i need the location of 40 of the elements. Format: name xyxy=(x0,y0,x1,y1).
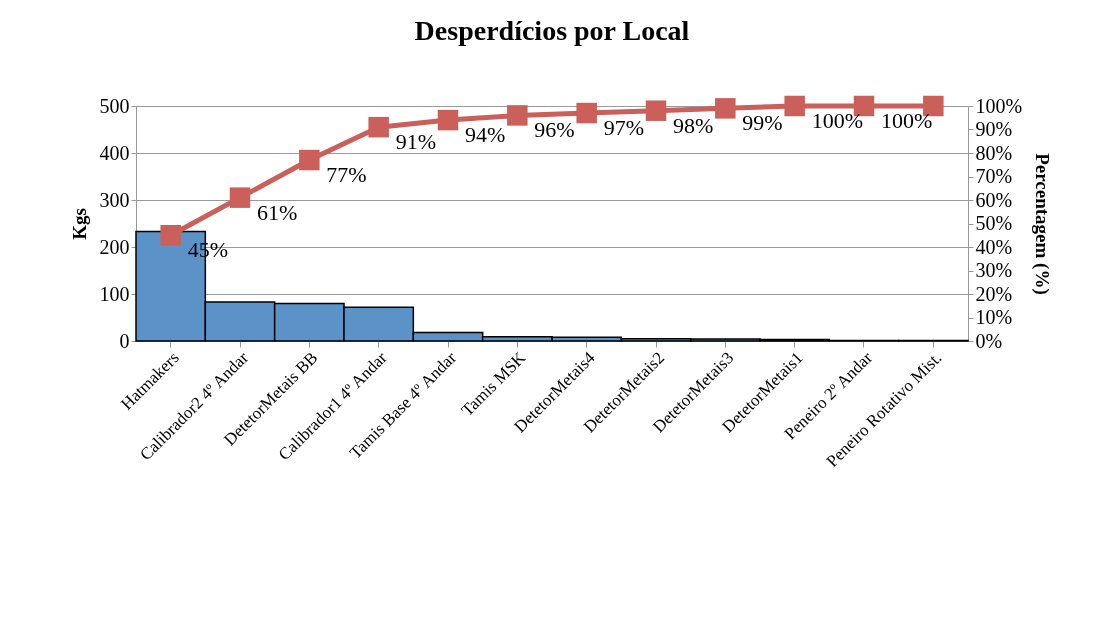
y2-axis-title: Percentagem (%) xyxy=(1031,153,1054,295)
y-tick-label: 200 xyxy=(99,235,130,258)
data-label: 94% xyxy=(465,122,506,148)
y-tick-label: 100 xyxy=(99,282,130,305)
data-label: 100% xyxy=(811,108,863,133)
y2-tick-label: 30% xyxy=(975,259,1013,281)
data-label: 77% xyxy=(326,162,367,188)
data-label: 97% xyxy=(603,115,644,141)
point xyxy=(576,102,597,124)
data-label: 91% xyxy=(395,129,436,155)
y2-tick-label: 90% xyxy=(975,118,1013,140)
data-label: 96% xyxy=(534,117,575,143)
y-tick-label: 400 xyxy=(99,141,130,164)
y2-tick-label: 60% xyxy=(975,188,1013,211)
point xyxy=(507,105,528,126)
y2-tick-label: 0% xyxy=(975,329,1003,352)
y-tick-label: 0 xyxy=(119,329,130,352)
y2-tick-label: 50% xyxy=(975,212,1013,234)
y-tick-label: 300 xyxy=(99,188,130,211)
y2-tick-label: 20% xyxy=(975,282,1013,305)
point xyxy=(645,100,667,121)
y2-tick-label: 100% xyxy=(975,94,1023,117)
chart-title: Desperdícios por Local xyxy=(414,14,690,46)
data-label: 100% xyxy=(881,108,933,133)
point xyxy=(784,95,805,117)
data-label: 98% xyxy=(673,112,714,138)
y-tick-label: 500 xyxy=(99,94,130,117)
data-label: 61% xyxy=(257,199,298,225)
point xyxy=(368,116,389,138)
y2-tick-label: 10% xyxy=(975,306,1013,328)
y2-tick-label: 80% xyxy=(975,141,1013,164)
point xyxy=(299,149,320,171)
data-label: 99% xyxy=(742,110,783,136)
point xyxy=(160,225,181,246)
point xyxy=(715,98,736,119)
y-axis-title: Kgs xyxy=(68,208,90,240)
y2-tick-label: 70% xyxy=(975,165,1013,187)
point xyxy=(437,109,459,131)
point xyxy=(229,187,251,208)
y2-tick-label: 40% xyxy=(975,235,1013,258)
